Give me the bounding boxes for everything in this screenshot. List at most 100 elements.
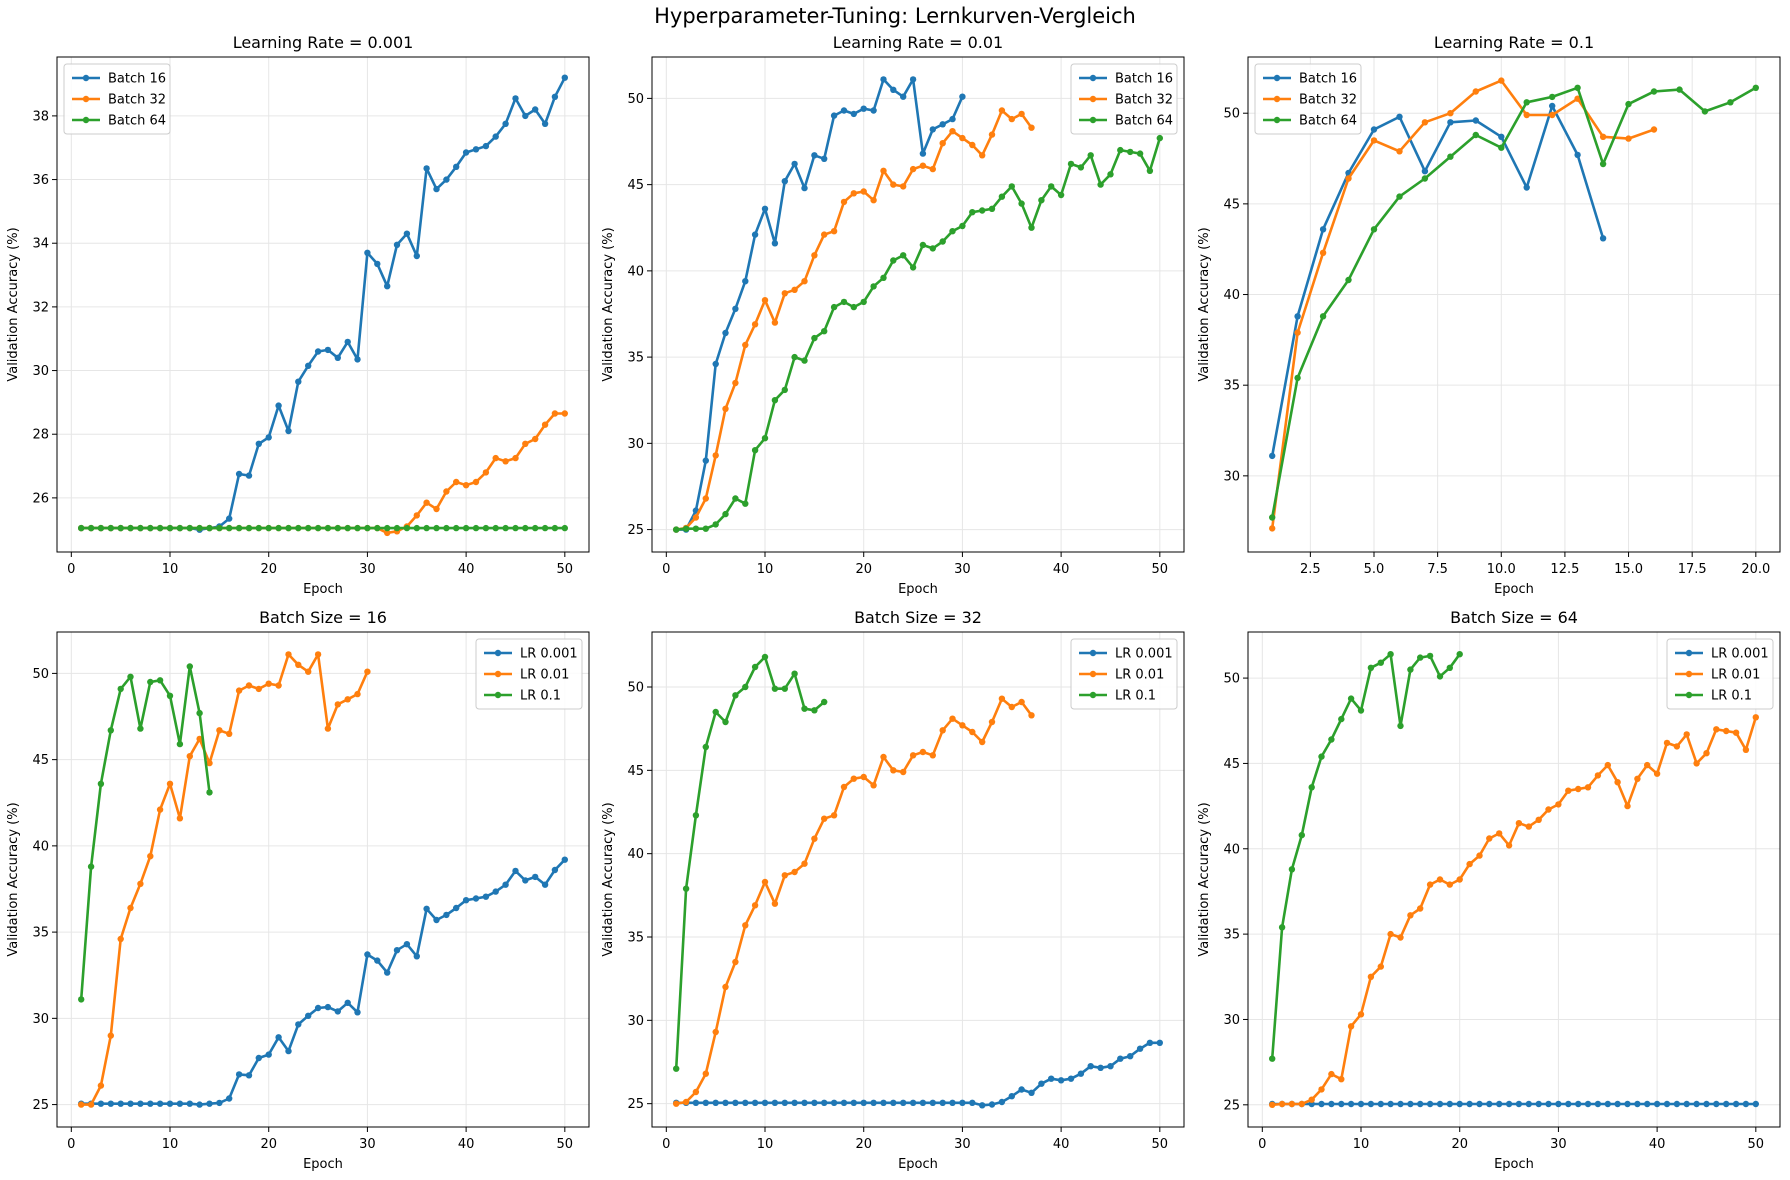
data-point — [462, 524, 470, 532]
data-point — [1397, 934, 1404, 941]
x-tick-label: 10 — [162, 1137, 179, 1152]
data-point — [949, 128, 956, 135]
data-point — [206, 524, 213, 532]
x-tick-label: 0 — [662, 1137, 670, 1152]
data-point — [1407, 912, 1414, 919]
data-point — [702, 1070, 709, 1077]
data-point — [1338, 1076, 1345, 1083]
x-axis-label: Epoch — [1494, 582, 1534, 597]
data-point — [137, 524, 144, 532]
data-point — [1614, 779, 1621, 786]
data-point — [354, 524, 361, 532]
data-point — [1752, 84, 1760, 92]
data-point — [127, 524, 134, 532]
data-point — [1732, 1100, 1740, 1108]
y-tick-label: 50 — [1223, 672, 1240, 687]
data-point — [949, 228, 956, 235]
data-point — [1057, 1077, 1065, 1084]
data-point — [830, 112, 838, 119]
data-point — [712, 708, 719, 716]
data-point — [1008, 115, 1015, 123]
data-point — [245, 1072, 253, 1079]
x-tick-label: 50 — [557, 1137, 574, 1152]
data-point — [1156, 1039, 1164, 1047]
data-point — [433, 524, 440, 532]
data-point — [979, 152, 986, 159]
data-point — [1426, 881, 1434, 888]
data-point — [443, 524, 450, 532]
plot-area — [1248, 57, 1780, 552]
data-point — [1127, 1053, 1134, 1060]
data-point — [791, 353, 798, 361]
data-point — [226, 730, 233, 737]
y-tick-label: 25 — [32, 1098, 49, 1113]
data-point — [344, 338, 351, 346]
legend-swatch-marker — [1685, 691, 1693, 699]
data-point — [742, 922, 749, 929]
data-point — [453, 478, 460, 486]
data-point — [761, 297, 769, 304]
legend: LR 0.001 LR 0.01 LR 0.1 — [1666, 638, 1774, 710]
y-tick-label: 35 — [1223, 379, 1240, 394]
data-point — [900, 1099, 907, 1107]
data-point — [1742, 746, 1750, 753]
data-point — [1387, 1100, 1394, 1108]
data-point — [1357, 707, 1365, 714]
data-point — [1713, 726, 1720, 733]
data-point — [1269, 514, 1276, 521]
data-point — [166, 1100, 174, 1107]
x-axis-label: Epoch — [898, 582, 938, 597]
data-point — [1269, 1101, 1276, 1109]
data-point — [1574, 95, 1581, 102]
legend-swatch-marker — [1089, 691, 1097, 699]
legend-swatch-marker — [82, 74, 90, 82]
data-point — [1446, 664, 1454, 671]
data-point — [870, 782, 877, 789]
data-point — [522, 440, 529, 447]
data-point — [1318, 1100, 1325, 1108]
data-point — [1319, 313, 1327, 320]
legend-label: LR 0.001 — [1115, 647, 1173, 662]
data-point — [682, 1098, 690, 1106]
data-point — [732, 1099, 739, 1107]
data-point — [216, 524, 223, 532]
data-point — [761, 205, 769, 212]
y-tick-label: 35 — [627, 351, 644, 366]
data-point — [413, 524, 420, 532]
data-point — [1407, 1100, 1414, 1108]
data-point — [127, 673, 134, 680]
legend-swatch-marker — [1685, 649, 1693, 657]
data-point — [988, 1101, 996, 1108]
data-point — [1650, 126, 1658, 133]
data-point — [1308, 784, 1315, 791]
data-point — [1446, 1100, 1454, 1108]
data-point — [850, 190, 857, 197]
y-axis-label: Validation Accuracy (%) — [6, 227, 21, 381]
y-tick-label: 40 — [627, 847, 644, 862]
data-point — [900, 183, 907, 190]
data-point — [551, 866, 559, 874]
data-point — [1663, 1100, 1671, 1108]
data-point — [364, 951, 371, 958]
data-point — [1486, 1100, 1493, 1108]
data-point — [1535, 816, 1542, 823]
data-point — [1345, 276, 1352, 284]
data-point — [1575, 1100, 1582, 1108]
legend-swatch-marker — [82, 95, 90, 103]
data-point — [255, 524, 262, 532]
data-point — [235, 1071, 243, 1078]
data-point — [732, 495, 739, 502]
data-point — [295, 661, 302, 668]
data-point — [97, 780, 105, 787]
data-point — [1644, 761, 1651, 769]
data-point — [1549, 102, 1556, 110]
data-point — [314, 1004, 322, 1012]
figure-title: Hyperparameter-Tuning: Lernkurven-Vergle… — [654, 4, 1136, 28]
data-point — [1347, 695, 1355, 702]
data-point — [127, 1100, 134, 1107]
x-tick-label: 10 — [162, 562, 179, 577]
data-point — [732, 958, 739, 966]
x-axis-label: Epoch — [303, 1157, 343, 1172]
x-tick-label: 10 — [757, 562, 774, 577]
